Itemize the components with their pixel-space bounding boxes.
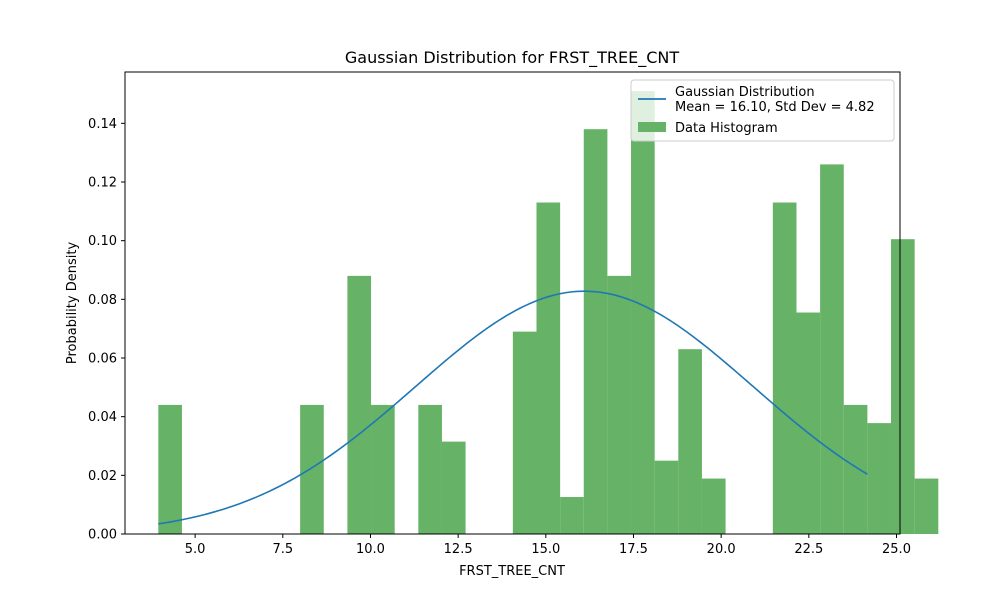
histogram-bar: [560, 497, 584, 534]
y-tick-label: 0.08: [88, 293, 117, 308]
x-tick-label: 25.0: [882, 542, 911, 557]
histogram-bar: [300, 404, 324, 534]
histogram-bar: [158, 404, 182, 534]
histogram-bar: [441, 441, 466, 534]
x-tick-label: 7.5: [272, 542, 293, 557]
x-tick-label: 5.0: [185, 542, 206, 557]
x-tick-label: 20.0: [707, 542, 736, 557]
histogram-bar: [867, 423, 892, 534]
y-tick-label: 0.06: [88, 352, 117, 367]
histogram-bar: [536, 202, 561, 534]
legend-histogram-label: Data Histogram: [675, 121, 778, 136]
legend-box: [630, 79, 895, 142]
histogram-bar: [512, 331, 537, 534]
x-tick-label: 10.0: [356, 542, 385, 557]
y-tick-label: 0.14: [88, 117, 117, 132]
histogram-bar: [371, 404, 395, 534]
x-tick-label: 22.5: [794, 542, 823, 557]
histogram-bar: [678, 349, 702, 534]
y-tick-label: 0.00: [88, 528, 117, 543]
histogram-bar: [914, 478, 939, 534]
histogram-bar: [347, 275, 372, 534]
histogram-bar: [820, 164, 844, 534]
y-tick-label: 0.12: [88, 176, 117, 191]
legend-gaussian-label: Gaussian Distribution: [675, 85, 815, 100]
y-tick-label: 0.02: [88, 469, 117, 484]
gaussian-curve-layer: [158, 290, 868, 525]
y-axis-label: Probability Density: [65, 242, 80, 365]
x-tick-label: 15.0: [531, 542, 560, 557]
histogram-bars: [158, 91, 939, 534]
x-axis-ticks: 5.0 7.5 10.0 12.5 15.0 17.5 20.0 22.5 25.0: [185, 534, 911, 557]
histogram-bar: [796, 312, 821, 534]
legend-gaussian-label: Mean = 16.10, Std Dev = 4.82: [675, 100, 875, 115]
x-tick-label: 17.5: [619, 542, 648, 557]
histogram-bar: [654, 460, 679, 534]
histogram-bar: [631, 91, 655, 534]
y-tick-label: 0.04: [88, 410, 117, 425]
x-axis-label: FRST_TREE_CNT: [459, 564, 565, 579]
plot-frame: [124, 71, 901, 535]
histogram-bar: [418, 404, 442, 534]
histogram-bar: [583, 129, 608, 534]
histogram-bar: [701, 478, 726, 534]
histogram-bar: [843, 404, 868, 534]
y-axis-ticks: 0.00 0.02 0.04 0.06 0.08 0.10 0.12 0.14: [88, 117, 125, 543]
histogram-bar: [607, 275, 632, 534]
legend-histogram-swatch: [638, 122, 666, 132]
gaussian-curve: [158, 290, 868, 525]
chart-title: Gaussian Distribution for FRST_TREE_CNT: [345, 48, 680, 68]
histogram-bar: [772, 202, 797, 534]
x-tick-label: 12.5: [444, 542, 473, 557]
y-tick-label: 0.10: [88, 234, 117, 249]
histogram-bar: [891, 239, 915, 534]
